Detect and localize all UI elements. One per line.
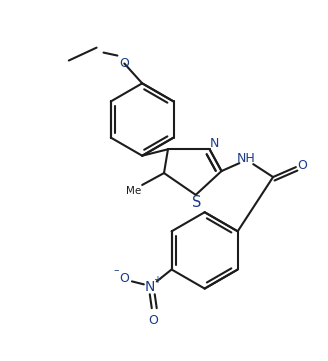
Text: NH: NH [237, 152, 256, 165]
Text: O: O [119, 57, 129, 70]
Text: N: N [145, 280, 155, 294]
Text: O: O [148, 314, 158, 327]
Text: Me: Me [126, 186, 141, 196]
Text: O: O [297, 158, 307, 171]
Text: S: S [192, 195, 201, 210]
Text: +: + [153, 275, 161, 286]
Text: O: O [119, 272, 129, 285]
Text: –: – [113, 265, 119, 275]
Text: N: N [210, 137, 219, 150]
